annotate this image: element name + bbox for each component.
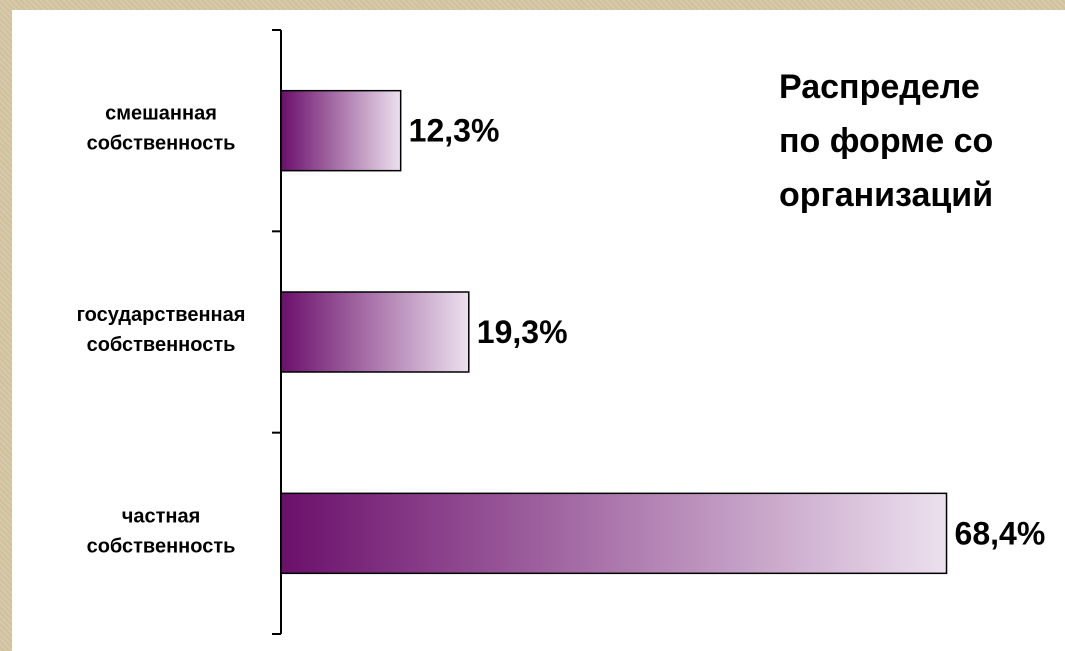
bar-value-label: 68,4%: [955, 515, 1046, 551]
category-label: государственная: [77, 304, 246, 326]
category-label: частная: [122, 505, 201, 527]
chart-title-line-1: Распределе: [779, 68, 980, 106]
chart-canvas: Распределе по форме со организаций 12,3%…: [12, 10, 1065, 651]
bars-group: [280, 89, 948, 575]
chart-title-line-3: организаций: [779, 176, 993, 214]
category-label: собственность: [87, 535, 236, 557]
category-label: собственность: [87, 133, 236, 155]
chart-title-line-2: по форме со: [779, 122, 993, 160]
category-label: собственность: [87, 334, 236, 356]
y-axis-ticks: [272, 29, 281, 635]
bar-value-label: 19,3%: [477, 314, 568, 350]
bar-value-label: 12,3%: [409, 113, 500, 149]
bar-chart: Распределе по форме со организаций 12,3%…: [77, 29, 1046, 635]
category-label: смешанная: [105, 103, 217, 125]
labels-group: 12,3% смешанная собственность 19,3% государс…: [77, 103, 1046, 558]
bar: [280, 492, 948, 575]
bar: [280, 89, 402, 172]
bar: [280, 291, 470, 373]
